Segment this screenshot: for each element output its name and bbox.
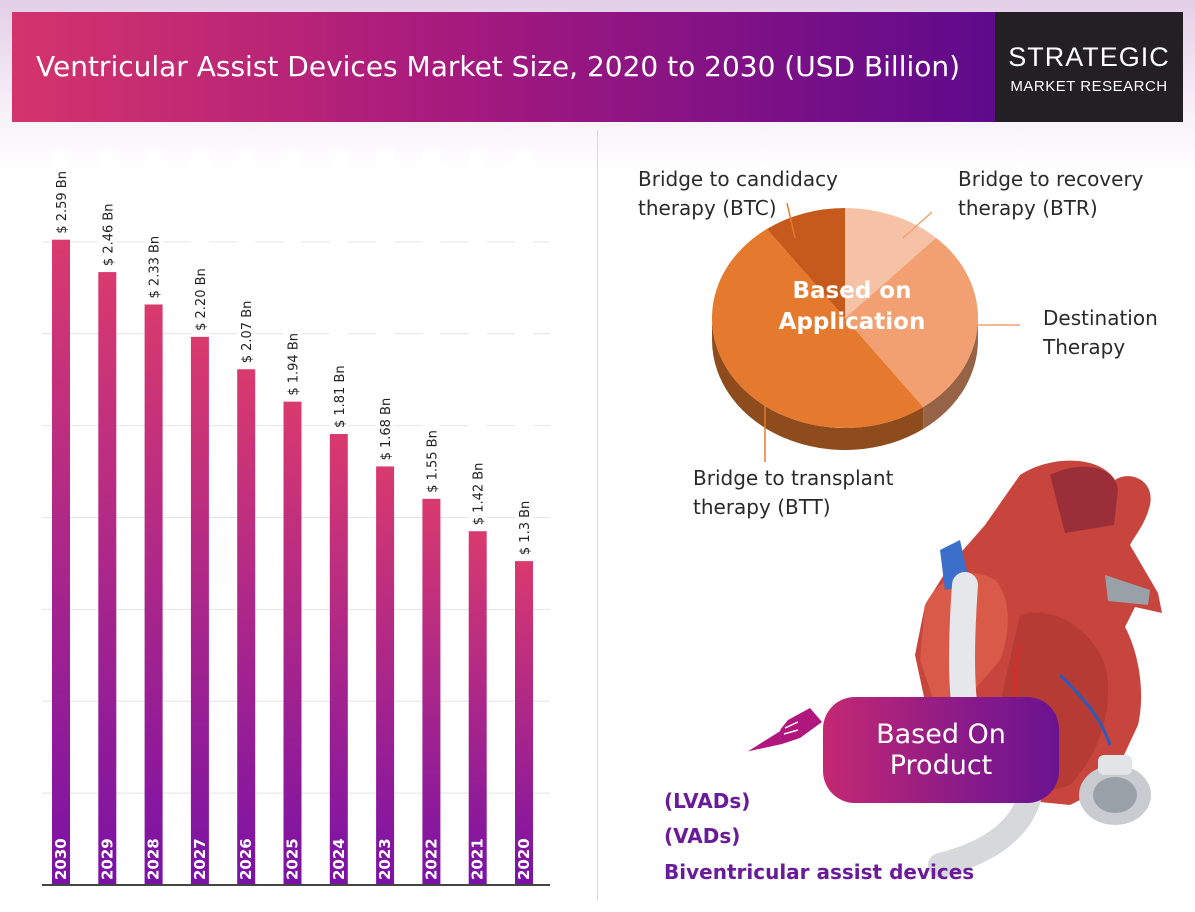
pie-label-btt-line2: therapy (BTT): [693, 495, 831, 519]
bar-chart: 2030 $ 2.59 Bn 2029 $ 2.46 Bn 2028 $ 2.33 Bn 2…: [42, 150, 550, 886]
bar: [422, 498, 441, 885]
pie-label-btr: Bridge to recovery therapy (BTR): [958, 165, 1144, 223]
pie-label-btt: Bridge to transplant therapy (BTT): [693, 464, 893, 522]
pie-label-btr-line1: Bridge to recovery: [958, 167, 1144, 191]
pie-label-btc-line2: therapy (BTC): [638, 196, 777, 220]
bar: [52, 239, 70, 885]
bar-category-label: 2024: [330, 838, 348, 880]
pie-label-btr-line2: therapy (BTR): [958, 196, 1098, 220]
product-item-vads: (VADs): [664, 824, 741, 848]
pie-slice: [766, 208, 845, 318]
bar: [468, 531, 487, 885]
header-banner: Ventricular Assist Devices Market Size, …: [12, 12, 995, 122]
bar-value-label: $ 1.3 Bn: [518, 501, 533, 555]
bar-category-label: 2030: [52, 838, 70, 880]
bar-category-label: 2020: [515, 838, 533, 880]
bar-value-label: $ 1.81 Bn: [333, 365, 348, 428]
bar-value-label: $ 2.46 Bn: [101, 203, 116, 266]
pie-slice: [712, 229, 924, 429]
pie-slice-side: [923, 318, 978, 429]
bars: 2030 $ 2.59 Bn 2029 $ 2.46 Bn 2028 $ 2.33 Bn 2…: [52, 150, 533, 886]
pie-leader-lines: [764, 202, 1020, 462]
bar-value-label: $ 1.68 Bn: [379, 398, 394, 461]
pie-slice: [845, 208, 937, 318]
pie-slice: [845, 237, 978, 407]
bar: [98, 272, 117, 886]
bar: [237, 369, 256, 885]
pointing-hand-icon: [744, 708, 822, 753]
pie-label-destination-line1: Destination: [1043, 306, 1158, 330]
bar: [190, 336, 209, 886]
product-title-line1: Based On: [876, 719, 1006, 750]
pie-center-label: Based on Application: [762, 276, 942, 338]
pie-label-btc-line1: Bridge to candidacy: [638, 167, 838, 191]
bar: [283, 401, 302, 885]
bar-value-label: $ 2.07 Bn: [240, 301, 255, 364]
product-item-biventricular: Biventricular assist devices: [664, 860, 975, 884]
bar-category-label: 2028: [145, 838, 163, 880]
bar-category-label: 2026: [237, 838, 255, 880]
pie-center-line1: Based on: [792, 278, 912, 304]
bar: [515, 561, 533, 885]
bar-category-label: 2027: [191, 838, 209, 880]
bar-value-label: $ 1.42 Bn: [472, 463, 487, 526]
bar-value-label: $ 1.94 Bn: [287, 333, 302, 396]
section-divider: [597, 130, 598, 900]
bar-category-label: 2029: [98, 838, 116, 880]
page-title: Ventricular Assist Devices Market Size, …: [36, 50, 961, 83]
bar-category-label: 2023: [376, 838, 394, 880]
pie-label-destination-line2: Therapy: [1043, 335, 1126, 359]
logo-text-strategic: STRATEGIC: [1008, 42, 1170, 72]
bar-category-label: 2022: [422, 838, 440, 880]
bar-value-label: $ 2.33 Bn: [148, 236, 163, 299]
product-title-line2: Product: [889, 750, 993, 781]
pie-center-line2: Application: [778, 309, 926, 335]
bar-value-label: $ 1.55 Bn: [425, 430, 440, 493]
bar-value-label: $ 2.20 Bn: [194, 268, 209, 331]
pie-label-btt-line1: Bridge to transplant: [693, 466, 894, 490]
heart-pump-illustration: [915, 460, 1162, 877]
product-item-lvads: (LVADs): [664, 789, 751, 813]
bar-category-label: 2025: [284, 838, 302, 880]
pie-label-btc: Bridge to candidacy therapy (BTC): [638, 165, 838, 223]
bar: [376, 466, 395, 885]
brand-logo: STRATEGIC MARKET RESEARCH: [995, 12, 1183, 122]
bar: [329, 434, 348, 885]
logo-text-market-research: MARKET RESEARCH: [1010, 78, 1168, 95]
pie-label-destination: Destination Therapy: [1043, 304, 1158, 362]
product-section-badge: Based On Product: [823, 697, 1059, 803]
bar-value-label: $ 2.59 Bn: [55, 171, 70, 234]
bar-category-label: 2021: [469, 838, 487, 880]
bar: [144, 304, 163, 885]
